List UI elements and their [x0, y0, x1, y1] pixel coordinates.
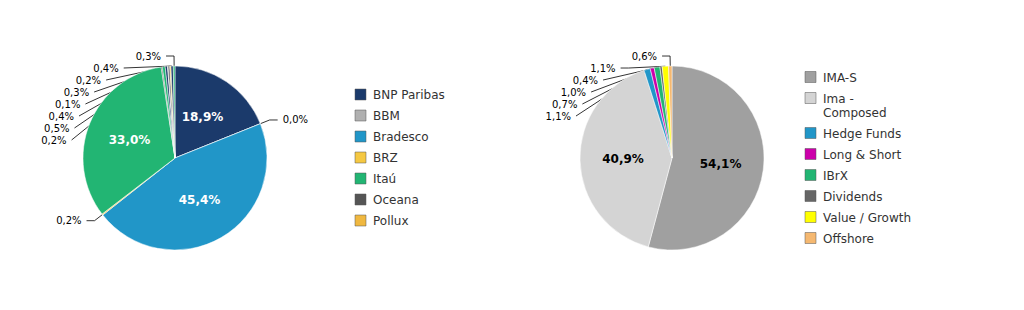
- svg-text:Offshore: Offshore: [823, 232, 874, 246]
- svg-text:0,4%: 0,4%: [49, 111, 74, 122]
- svg-text:45,4%: 45,4%: [179, 193, 221, 207]
- svg-text:Value / Growth: Value / Growth: [823, 211, 911, 225]
- svg-text:0,2%: 0,2%: [41, 135, 66, 146]
- svg-text:0,4%: 0,4%: [93, 63, 118, 74]
- svg-text:IMA-S: IMA-S: [823, 71, 857, 85]
- svg-text:18,9%: 18,9%: [182, 110, 224, 124]
- svg-text:Hedge Funds: Hedge Funds: [823, 127, 901, 141]
- svg-text:0,1%: 0,1%: [55, 99, 80, 110]
- svg-text:1,1%: 1,1%: [590, 63, 615, 74]
- svg-text:0,6%: 0,6%: [632, 51, 657, 62]
- svg-text:0,3%: 0,3%: [64, 87, 89, 98]
- svg-text:0,2%: 0,2%: [76, 75, 101, 86]
- svg-text:0,0%: 0,0%: [283, 114, 308, 125]
- svg-text:1,1%: 1,1%: [546, 111, 571, 122]
- svg-text:Itaú: Itaú: [373, 172, 396, 186]
- svg-text:0,3%: 0,3%: [136, 51, 161, 62]
- svg-text:Long & Short: Long & Short: [823, 148, 902, 162]
- svg-text:0,4%: 0,4%: [573, 75, 598, 86]
- svg-text:Ima -: Ima -: [823, 92, 854, 106]
- svg-text:BRZ: BRZ: [373, 151, 398, 165]
- svg-text:Composed: Composed: [823, 106, 887, 120]
- svg-text:Bradesco: Bradesco: [373, 130, 429, 144]
- svg-text:33,0%: 33,0%: [109, 133, 151, 147]
- svg-text:0,5%: 0,5%: [44, 123, 69, 134]
- svg-text:1,0%: 1,0%: [561, 87, 586, 98]
- svg-text:BNP Paribas: BNP Paribas: [373, 88, 445, 102]
- svg-text:0,2%: 0,2%: [56, 215, 81, 226]
- svg-text:IBrX: IBrX: [823, 169, 848, 183]
- svg-text:0,7%: 0,7%: [552, 99, 577, 110]
- svg-text:Oceana: Oceana: [373, 193, 419, 207]
- svg-text:Pollux: Pollux: [373, 214, 409, 228]
- svg-text:40,9%: 40,9%: [602, 152, 644, 166]
- svg-text:BBM: BBM: [373, 109, 400, 123]
- svg-text:54,1%: 54,1%: [700, 157, 742, 171]
- svg-text:Dividends: Dividends: [823, 190, 882, 204]
